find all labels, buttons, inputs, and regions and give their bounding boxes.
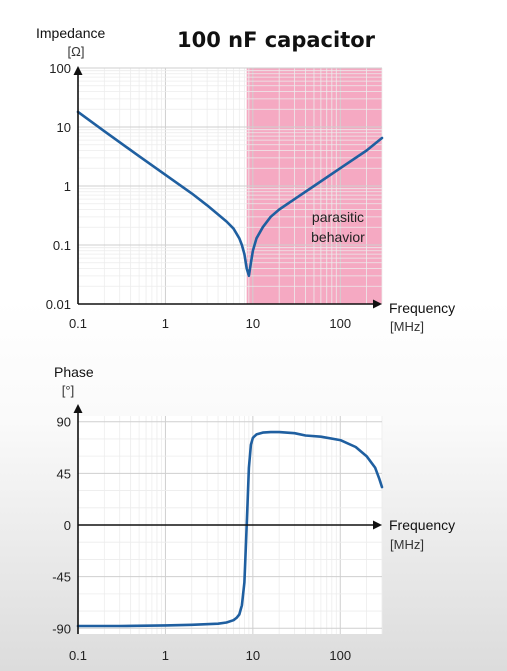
y-axis-arrow — [73, 404, 83, 413]
y-tick-label: 0.01 — [46, 297, 71, 312]
impedance-x-tick-labels: 0.1 1 10 100 — [69, 316, 351, 331]
impedance-y-axis-label: Impedance — [36, 25, 105, 41]
impedance-chart: 0.1 1 10 100 0.01 0.1 1 10 100 100 nF capacitor… — [36, 25, 455, 334]
y-tick-label: 0 — [64, 518, 71, 533]
phase-curve — [76, 430, 384, 628]
y-tick-label: -90 — [52, 621, 71, 636]
phase-y-tick-labels: 90 45 0 -45 -90 — [52, 415, 71, 637]
phase-y-axis-label: Phase — [54, 364, 94, 380]
parasitic-label-line-2: behavior — [311, 229, 365, 245]
impedance-x-axis-label: Frequency — [389, 300, 455, 316]
impedance-grid — [77, 67, 383, 305]
y-tick-label: 45 — [57, 466, 71, 481]
x-axis-arrow — [373, 520, 382, 530]
y-axis-arrow — [73, 66, 83, 75]
x-axis-arrow — [373, 299, 382, 309]
phase-x-axis-label: Frequency — [389, 517, 455, 533]
x-tick-label: 100 — [329, 648, 351, 663]
impedance-axes — [73, 66, 382, 309]
y-tick-label: 0.1 — [53, 238, 71, 253]
phase-y-axis-unit: [°] — [62, 383, 74, 398]
chart-title: 100 nF capacitor — [177, 28, 376, 52]
impedance-y-tick-labels: 0.01 0.1 1 10 100 — [46, 61, 71, 312]
impedance-curve — [76, 110, 384, 278]
x-tick-label: 10 — [246, 316, 260, 331]
x-tick-label: 100 — [329, 316, 351, 331]
phase-axes — [73, 404, 382, 634]
impedance-y-axis-unit: [Ω] — [68, 44, 85, 59]
y-tick-label: 100 — [49, 61, 71, 76]
parasitic-label-line-1: parasitic — [312, 209, 364, 225]
y-tick-label: 10 — [57, 120, 71, 135]
impedance-x-axis-unit: [MHz] — [390, 319, 424, 334]
x-tick-label: 0.1 — [69, 316, 87, 331]
y-tick-label: 90 — [57, 415, 71, 430]
phase-x-tick-labels: 0.1 1 10 100 — [69, 648, 351, 663]
x-tick-label: 0.1 — [69, 648, 87, 663]
y-tick-label: 1 — [64, 179, 71, 194]
phase-x-axis-unit: [MHz] — [390, 537, 424, 552]
y-tick-label: -45 — [52, 570, 71, 585]
x-tick-label: 1 — [162, 316, 169, 331]
x-tick-label: 1 — [162, 648, 169, 663]
x-tick-label: 10 — [246, 648, 260, 663]
